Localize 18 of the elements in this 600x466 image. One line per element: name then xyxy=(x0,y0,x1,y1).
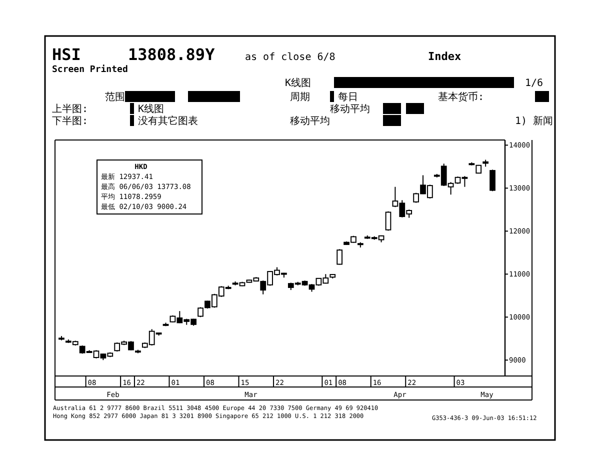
text: 周期 xyxy=(290,91,310,103)
chart-title: HSI xyxy=(52,45,81,64)
text: 每日 xyxy=(338,91,358,103)
text: K线图 xyxy=(285,77,312,89)
text: 上半图: xyxy=(52,103,88,115)
text: 移动平均 xyxy=(290,115,330,127)
text: 基本货币: xyxy=(438,91,484,103)
text: Screen Printed xyxy=(52,64,128,75)
text: 没有其它图表 xyxy=(138,115,198,127)
text: 1/6 xyxy=(525,78,544,89)
chart-subtitle: 13808.89Y xyxy=(128,45,216,64)
text: 移动平均 xyxy=(330,103,370,115)
text: 范围 xyxy=(105,91,125,103)
text: 下半图: xyxy=(52,115,88,127)
text: K线图 xyxy=(138,103,164,115)
text: 1) 新闻 xyxy=(515,115,554,127)
text: as of close 6/8 xyxy=(245,52,336,63)
text: Index xyxy=(428,50,462,63)
